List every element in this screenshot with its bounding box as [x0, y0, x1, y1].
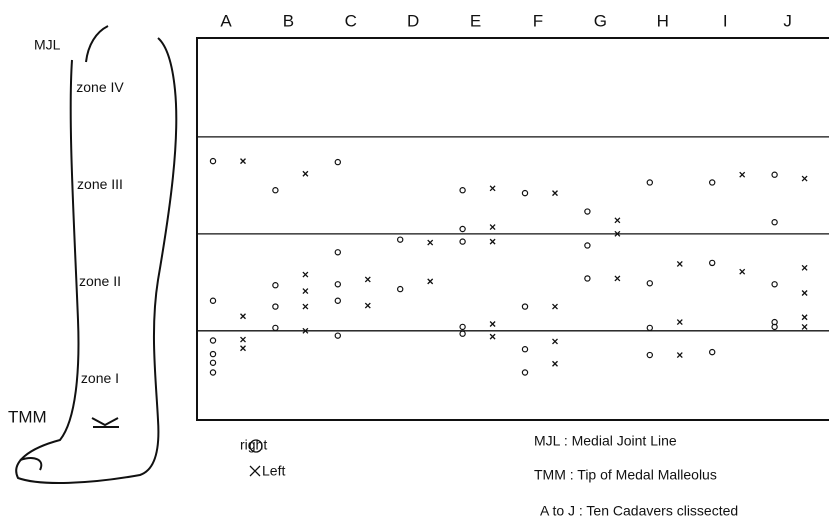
point-right — [210, 159, 215, 164]
x-tick-label: H — [657, 11, 669, 30]
plot-frame — [197, 38, 829, 420]
point-right — [522, 191, 527, 196]
point-left — [802, 176, 807, 181]
point-right — [398, 287, 403, 292]
point-right — [522, 304, 527, 309]
point-left — [365, 303, 370, 308]
point-right — [335, 333, 340, 338]
point-left — [490, 334, 495, 339]
legend-right: right — [240, 437, 267, 453]
x-tick-label: C — [345, 11, 357, 30]
point-right — [210, 338, 215, 343]
point-left — [802, 324, 807, 329]
x-tick-label: D — [407, 11, 419, 30]
x-tick-label: E — [470, 11, 481, 30]
point-left — [553, 339, 558, 344]
point-left — [677, 320, 682, 325]
point-right — [460, 226, 465, 231]
point-left — [553, 304, 558, 309]
tmm-label: TMM — [8, 407, 47, 426]
point-right — [398, 237, 403, 242]
point-right — [772, 220, 777, 225]
point-right — [460, 324, 465, 329]
x-tick-label: I — [723, 11, 728, 30]
point-right — [460, 331, 465, 336]
point-left — [303, 289, 308, 294]
point-right — [335, 298, 340, 303]
note: MJL : Medial Joint Line — [534, 433, 677, 449]
point-right — [460, 188, 465, 193]
point-right — [647, 281, 652, 286]
x-tick-label: J — [783, 11, 792, 30]
note: TMM : Tip of Medal Malleolus — [534, 467, 717, 483]
point-right — [647, 325, 652, 330]
mjl-label: MJL — [34, 37, 61, 53]
point-left — [802, 315, 807, 320]
point-left — [490, 322, 495, 327]
point-right — [585, 243, 590, 248]
point-left — [615, 276, 620, 281]
y-tick-label: zone IV — [76, 79, 124, 95]
x-tick-label: A — [220, 11, 232, 30]
point-right — [522, 347, 527, 352]
point-right — [522, 370, 527, 375]
point-right — [273, 304, 278, 309]
point-right — [710, 180, 715, 185]
point-left — [802, 290, 807, 295]
point-right — [772, 282, 777, 287]
point-left — [553, 191, 558, 196]
point-right — [585, 209, 590, 214]
point-left — [490, 239, 495, 244]
point-right — [210, 360, 215, 365]
point-left — [241, 159, 246, 164]
point-left — [365, 277, 370, 282]
note: A to J : Ten Cadavers clissected — [540, 503, 738, 519]
point-right — [585, 276, 590, 281]
point-left — [740, 269, 745, 274]
point-right — [273, 325, 278, 330]
point-right — [647, 180, 652, 185]
point-right — [335, 282, 340, 287]
point-left — [241, 346, 246, 351]
point-right — [210, 370, 215, 375]
point-left — [677, 261, 682, 266]
point-left — [677, 353, 682, 358]
point-right — [273, 188, 278, 193]
point-right — [210, 298, 215, 303]
point-left — [241, 337, 246, 342]
point-right — [647, 352, 652, 357]
point-left — [490, 225, 495, 230]
point-right — [710, 350, 715, 355]
point-right — [772, 172, 777, 177]
point-right — [335, 250, 340, 255]
point-right — [273, 283, 278, 288]
point-right — [335, 160, 340, 165]
point-right — [460, 239, 465, 244]
point-left — [553, 361, 558, 366]
point-left — [428, 240, 433, 245]
point-right — [710, 260, 715, 265]
x-tick-label: B — [283, 11, 294, 30]
point-left — [740, 172, 745, 177]
point-left — [428, 279, 433, 284]
y-tick-label: zone II — [79, 273, 121, 289]
point-left — [303, 171, 308, 176]
y-tick-label: zone I — [81, 370, 119, 386]
point-right — [210, 351, 215, 356]
point-left — [802, 265, 807, 270]
point-left — [241, 314, 246, 319]
point-left — [615, 218, 620, 223]
legend-left: Left — [262, 463, 285, 479]
legend-marker-left — [250, 466, 260, 476]
point-left — [490, 186, 495, 191]
chart: MJL TMM right Left MJL : Medial Joint Li… — [0, 0, 829, 527]
point-left — [303, 272, 308, 277]
x-tick-label: G — [594, 11, 607, 30]
y-tick-label: zone III — [77, 176, 123, 192]
x-tick-label: F — [533, 11, 543, 30]
point-left — [303, 304, 308, 309]
